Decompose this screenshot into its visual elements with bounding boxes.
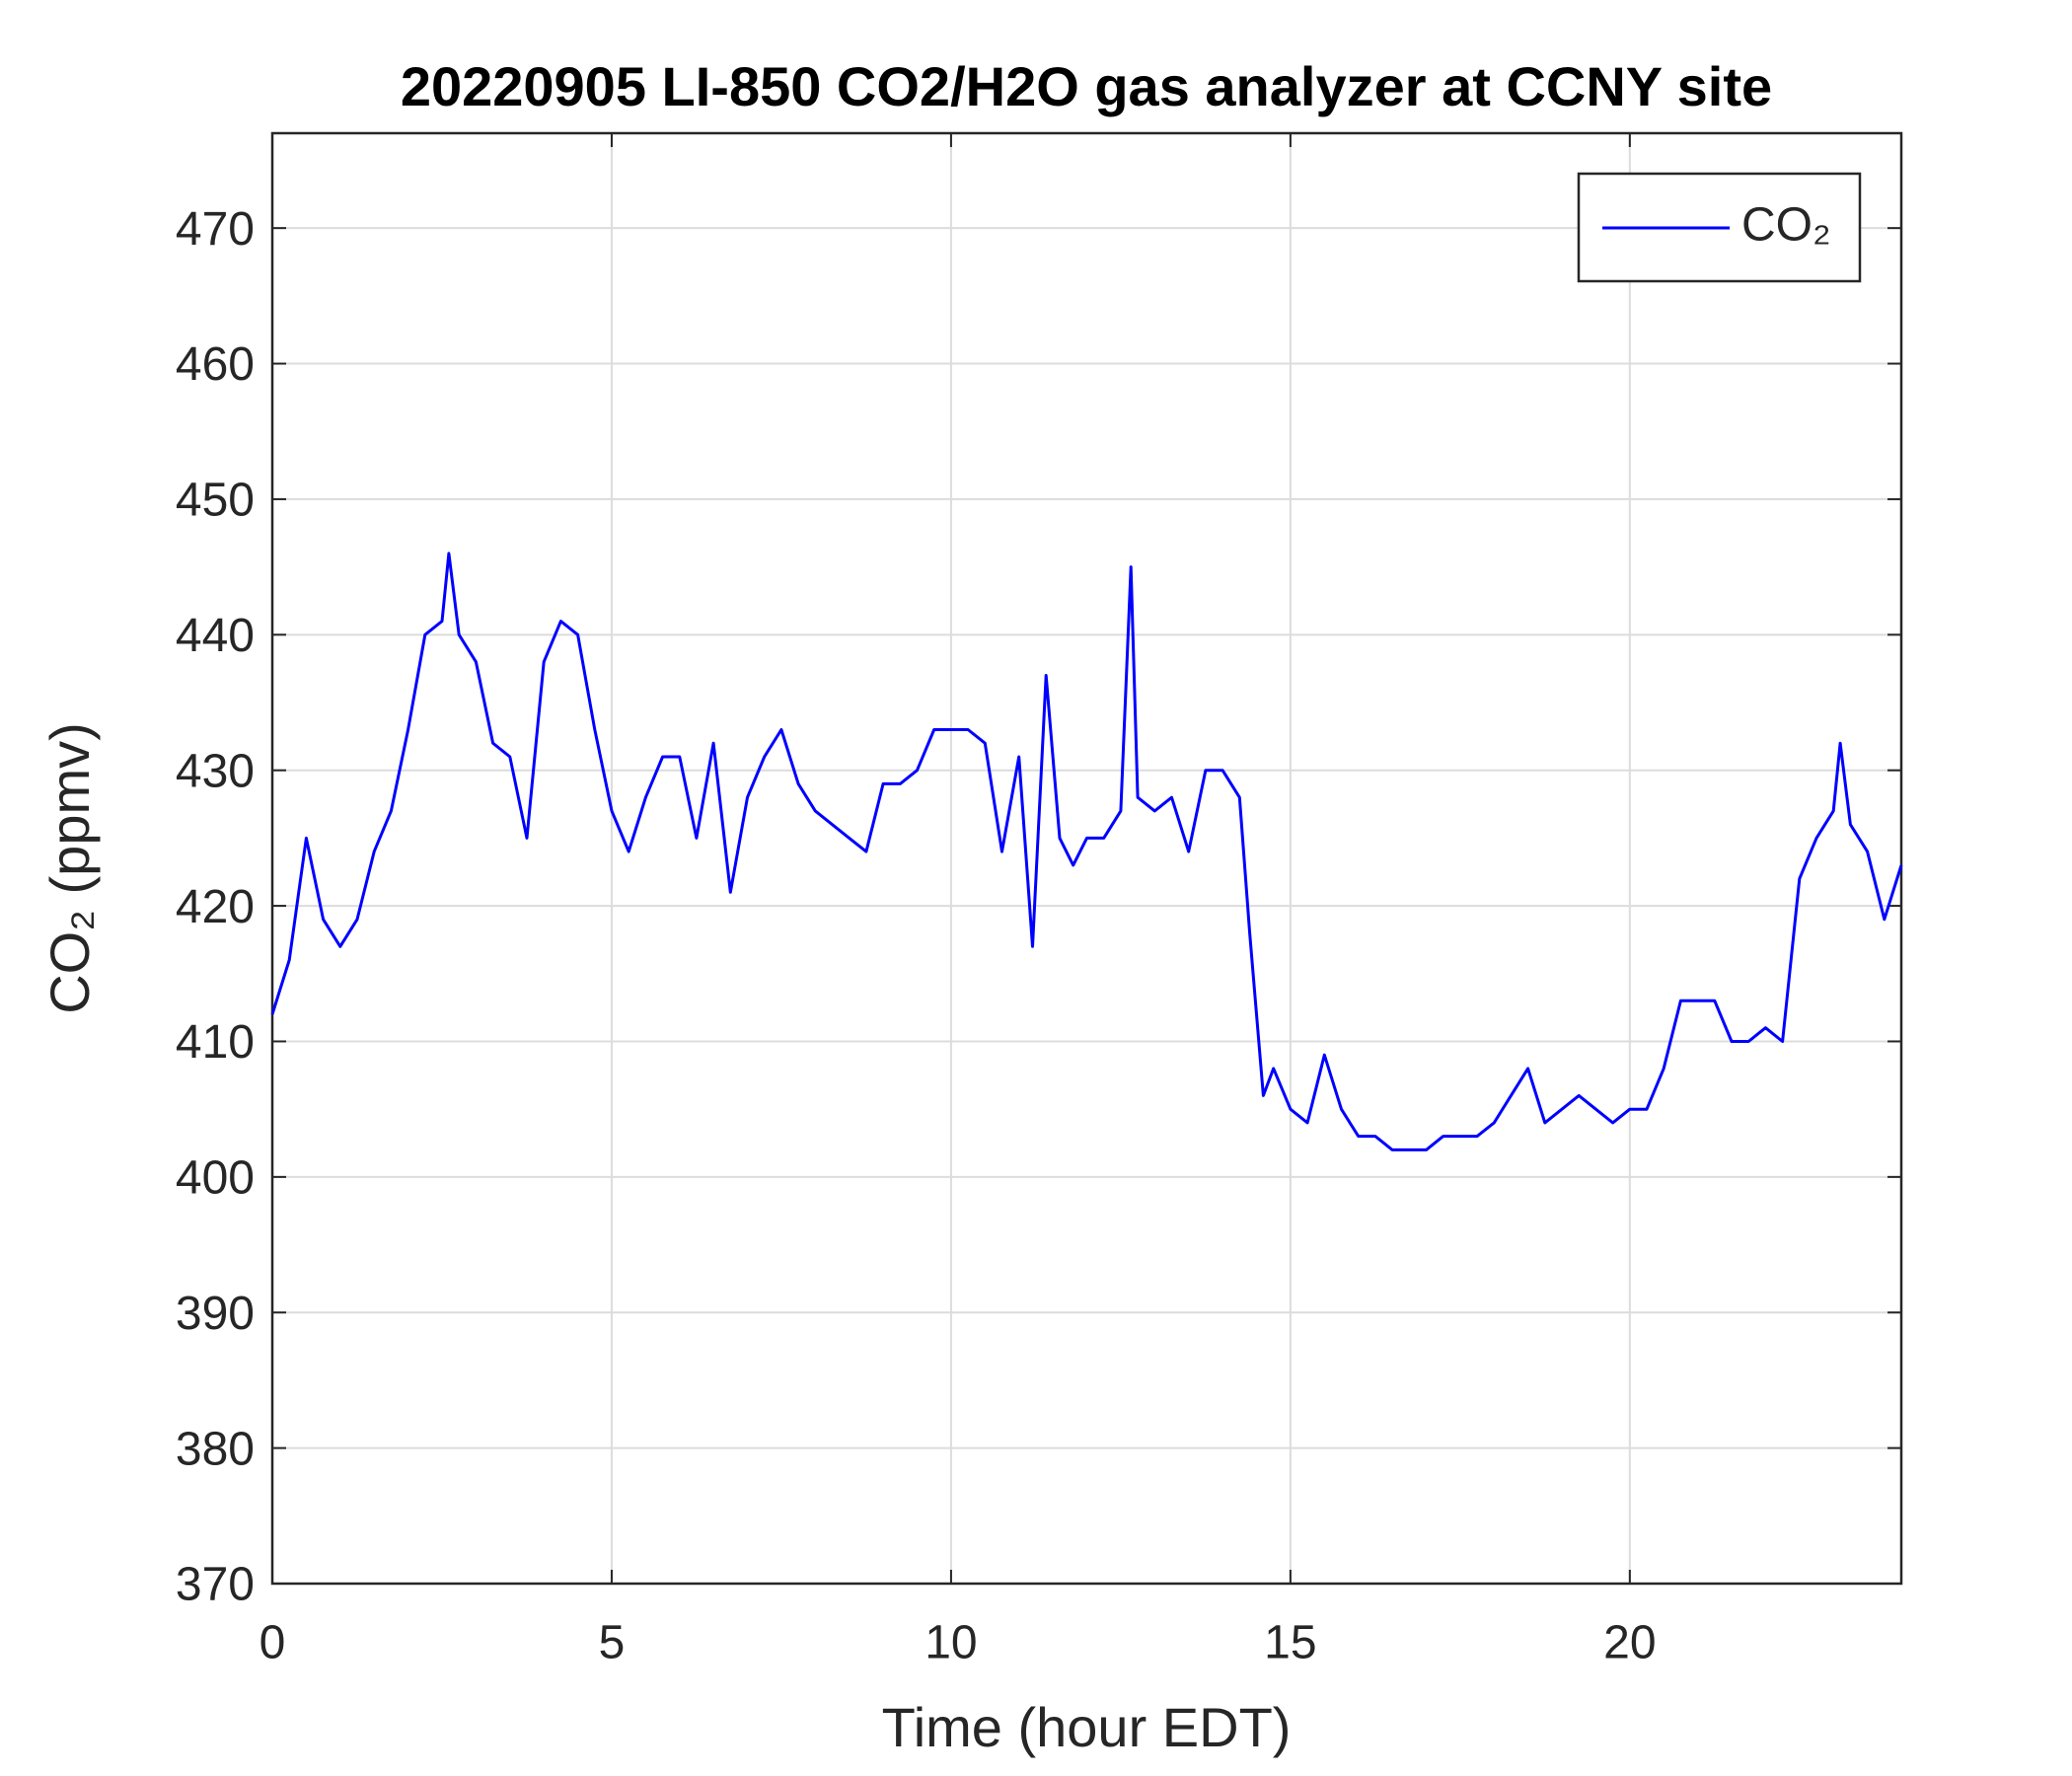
- data-line: [270, 552, 1903, 1151]
- chart-title: 20220905 LI-850 CO2/H2O gas analyzer at …: [401, 55, 1772, 117]
- x-tick-label: 10: [925, 1617, 977, 1669]
- y-tick-label: 470: [176, 203, 255, 256]
- x-tick-label: 20: [1603, 1617, 1656, 1669]
- y-tick-label: 430: [176, 745, 255, 797]
- y-tick-label: 400: [176, 1152, 255, 1205]
- legend-label: CO₂: [1741, 199, 1831, 252]
- y-tick-label: 440: [176, 610, 255, 662]
- plot-frame: [270, 131, 1903, 1586]
- y-tick-label: 420: [176, 881, 255, 933]
- y-tick-label: 460: [176, 338, 255, 391]
- x-axis-label: Time (hour EDT): [882, 1696, 1292, 1758]
- x-tick-label: 15: [1264, 1617, 1316, 1669]
- y-tick-label: 380: [176, 1423, 255, 1475]
- y-axis-label: CO₂ (ppmv): [38, 722, 101, 1014]
- y-tick-label: 410: [176, 1016, 255, 1069]
- y-tick-label: 390: [176, 1288, 255, 1340]
- y-tick-label: 450: [176, 475, 255, 527]
- x-tick-label: 5: [599, 1617, 626, 1669]
- x-tick-label: 0: [259, 1617, 286, 1669]
- y-tick-label: 370: [176, 1559, 255, 1611]
